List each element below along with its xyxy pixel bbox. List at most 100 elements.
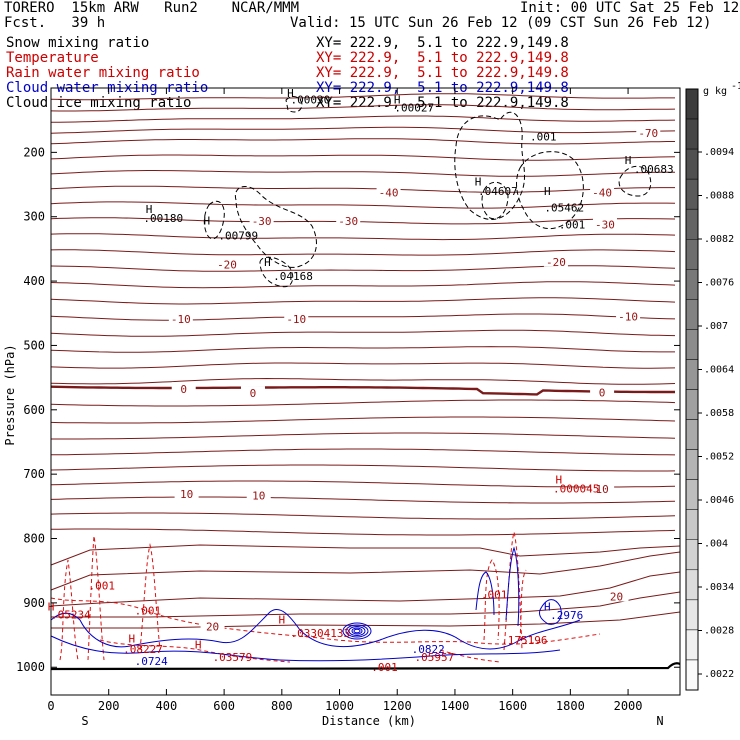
maximum-value-label: .0822 xyxy=(412,643,445,656)
field-name-rain: Rain water mixing ratio xyxy=(6,65,200,81)
south-end-label: S xyxy=(81,714,88,728)
temperature-isotherm xyxy=(50,185,675,193)
temperature-isotherm xyxy=(50,281,676,289)
colorbar-segment xyxy=(685,269,699,300)
x-tick-label: 600 xyxy=(213,699,235,713)
temperature-label: -40 xyxy=(379,186,399,199)
colorbar-segment xyxy=(685,359,699,390)
maximum-value-label: .05957 xyxy=(415,651,455,664)
label-bg xyxy=(215,257,240,270)
temperature-label: -40 xyxy=(592,186,612,199)
maximum-marker: H xyxy=(544,185,551,198)
x-tick-label: 200 xyxy=(98,699,120,713)
snow-ice-contour xyxy=(203,200,225,240)
colorbar-label: .0064 xyxy=(704,365,734,376)
colorbar-segment xyxy=(685,509,699,541)
temperature-label: 0 xyxy=(180,383,187,396)
colorbar-label: .0046 xyxy=(704,495,734,506)
label-bg xyxy=(604,589,629,602)
temperature-isotherm xyxy=(50,249,676,256)
temperature-isotherm xyxy=(50,201,676,209)
maximum-marker: H xyxy=(287,87,294,100)
init-time: Init: 00 UTC Sat 25 Feb 12 xyxy=(520,0,740,16)
label-bg xyxy=(543,254,568,267)
y-tick-label: 800 xyxy=(23,532,45,546)
colorbar-segment xyxy=(685,629,699,661)
temperature-isotherm xyxy=(51,432,676,440)
maximum-value-label: .03304133 xyxy=(290,627,350,640)
x-tick-label: 1600 xyxy=(498,699,527,713)
colorbar-segment xyxy=(685,659,699,691)
maximum-value-label: .0724 xyxy=(135,655,168,668)
temperature-isotherm xyxy=(50,551,681,591)
colorbar-segment xyxy=(685,479,699,510)
snow-ice-contour xyxy=(454,111,525,220)
colorbar-unit-exponent: -1 xyxy=(731,81,740,92)
cloud-water-contour xyxy=(345,624,369,638)
maximum-value-label: .00027 xyxy=(394,101,434,114)
colorbar-label: .0076 xyxy=(704,278,734,289)
y-axis-label: Pressure (hPa) xyxy=(3,344,17,445)
maximum-marker: H xyxy=(128,632,135,645)
temperature-isotherm xyxy=(50,170,675,177)
maximum-value-label: .00799 xyxy=(218,229,258,242)
label-bg xyxy=(174,487,199,500)
maximum-value-label: .08227 xyxy=(123,643,163,656)
maximum-marker: H xyxy=(195,639,202,652)
colorbar-segment xyxy=(685,389,699,420)
colorbar-unit: g kg xyxy=(703,86,727,97)
model-run-header: TORERO 15km ARW Run2 NCAR/MMM xyxy=(4,0,300,16)
snow-ice-contour xyxy=(234,186,317,268)
label-bg xyxy=(592,217,617,230)
maximum-marker: H xyxy=(279,614,286,627)
colorbar-segment xyxy=(685,178,699,210)
label-bg xyxy=(240,386,265,399)
maximum-value-label: .00030 xyxy=(290,94,330,107)
field-xy-temperature: XY= 222.9, 5.1 to 222.9,149.8 xyxy=(316,50,569,66)
temperature-label: 20 xyxy=(610,590,623,603)
maximum-marker: H xyxy=(544,601,551,614)
forecast-hour: Fcst. 39 h xyxy=(4,15,106,31)
maximum-value-label: .001 xyxy=(135,605,162,618)
maximum-value-label: .00683 xyxy=(634,163,674,176)
maximum-value-label: .000045 xyxy=(553,482,599,495)
y-tick-label: 200 xyxy=(23,145,45,159)
temperature-label: -10 xyxy=(618,310,638,323)
cloud-water-contour xyxy=(539,599,562,625)
label-bg xyxy=(590,385,615,398)
maximum-value-label: .05462 xyxy=(544,202,584,215)
maximum-value-label: .03579 xyxy=(213,651,253,664)
terrain-line xyxy=(50,662,681,671)
temperature-label: -30 xyxy=(252,215,272,228)
temperature-isotherm xyxy=(50,126,676,134)
snow-ice-contour xyxy=(516,151,584,230)
valid-time: Valid: 15 UTC Sun 26 Feb 12 (09 CST Sun … xyxy=(290,15,712,31)
colorbar-segment xyxy=(685,88,699,120)
x-tick-label: 0 xyxy=(47,699,54,713)
colorbar-segment xyxy=(685,299,699,330)
north-end-label: N xyxy=(656,714,663,728)
temperature-isotherm xyxy=(50,265,676,272)
temperature-isotherm xyxy=(50,313,676,321)
temperature-isotherm xyxy=(50,93,675,101)
colorbar-label: .004 xyxy=(704,539,728,550)
contour-label-layer: -70 -40 -40 -30 -30 -30 -20 -20 -10 -10 -10 0 0 0 10 10… xyxy=(48,87,674,674)
x-tick-label: 2000 xyxy=(614,699,643,713)
colorbar-segment xyxy=(685,569,699,601)
rain-contour xyxy=(59,559,79,661)
temperature-isotherm xyxy=(51,448,676,456)
temperature-isotherm xyxy=(51,611,681,629)
temperature-isotherm xyxy=(51,115,676,123)
label-bg xyxy=(590,185,615,198)
colorbar: g kg -1 .0094 .0088 .0082 .0076 .007 .0064 .0058… xyxy=(685,81,740,691)
colorbar-label: .0082 xyxy=(704,234,734,245)
y-tick-label: 900 xyxy=(23,596,45,610)
label-bg xyxy=(284,312,309,325)
maximum-value-label: .001 xyxy=(371,661,398,674)
rain-contour xyxy=(439,649,501,663)
temperature-isotherm xyxy=(50,297,676,305)
maximum-marker: H xyxy=(556,473,563,486)
maximum-value-label: .04168 xyxy=(273,270,313,283)
y-tick-label: 300 xyxy=(23,210,45,224)
